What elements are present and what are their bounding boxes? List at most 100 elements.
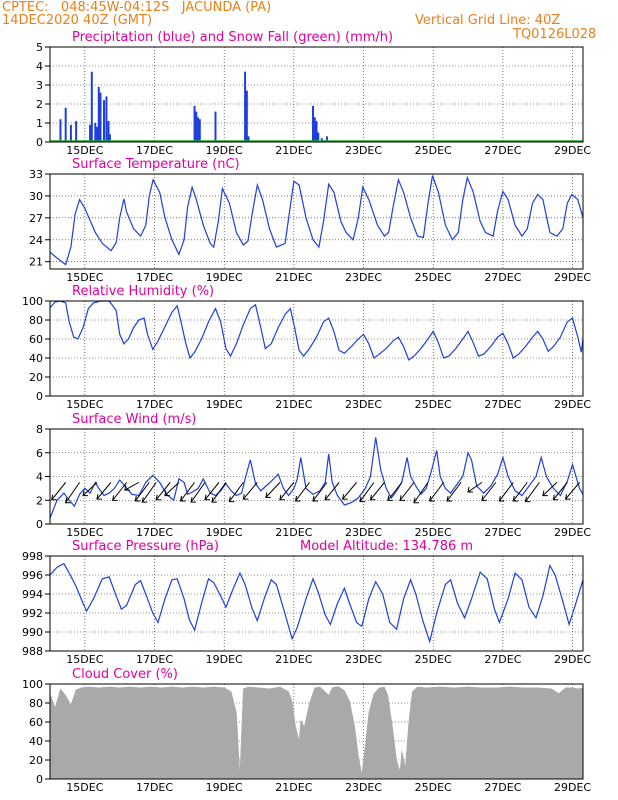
panel-frame bbox=[49, 428, 584, 525]
wind-arrow-head bbox=[341, 494, 348, 500]
x-tick-label: 17DEC bbox=[136, 271, 173, 284]
precip-bar bbox=[247, 136, 250, 142]
wind-arrow-head bbox=[542, 490, 548, 497]
precip-bar bbox=[69, 124, 72, 142]
wind-arrow bbox=[82, 482, 98, 496]
y-tick-label: 30 bbox=[29, 190, 43, 203]
x-tick-label: 25DEC bbox=[415, 398, 452, 411]
wind-arrow bbox=[51, 482, 67, 501]
wind-arrow-head bbox=[279, 494, 285, 501]
x-tick-label: 15DEC bbox=[66, 526, 103, 539]
wind-arrow-head bbox=[228, 496, 235, 503]
precip-bar bbox=[59, 119, 62, 142]
precip-bar bbox=[97, 86, 100, 142]
y-tick-label: 3 bbox=[36, 79, 43, 92]
y-tick-label: 0 bbox=[36, 518, 43, 531]
wind-arrow bbox=[370, 482, 385, 501]
wind-arrow-head bbox=[294, 495, 301, 502]
precip-bar bbox=[320, 138, 323, 142]
wind-arrow bbox=[413, 482, 429, 504]
y-tick-label: 33 bbox=[29, 168, 43, 181]
wind-arrow bbox=[429, 482, 445, 502]
x-tick-label: 25DEC bbox=[415, 144, 452, 157]
precip-bar bbox=[195, 111, 198, 142]
run-date: 14DEC2020 40Z (GMT) bbox=[2, 13, 153, 28]
precip-bar bbox=[64, 107, 67, 142]
panel-title: Surface Temperature (nC) bbox=[72, 157, 240, 172]
precip-bar bbox=[107, 121, 110, 142]
wind-arrow bbox=[96, 482, 112, 500]
chart-panel-0: 0 1 2 3 4 5 15DEC 17DEC 19DEC 21DEC 23DEC 25DEC 27DE… bbox=[36, 30, 591, 157]
wind-arrow bbox=[552, 482, 568, 501]
wind-arrow-head bbox=[481, 495, 487, 501]
x-tick-label: 19DEC bbox=[206, 653, 243, 666]
wind-arrow bbox=[279, 482, 295, 501]
wind-arrow bbox=[242, 482, 258, 500]
x-tick-label: 25DEC bbox=[415, 526, 452, 539]
x-tick-label: 29DEC bbox=[554, 398, 591, 411]
wind-arrow bbox=[525, 482, 540, 502]
precip-bar bbox=[214, 111, 217, 142]
wind-arrow-head bbox=[429, 495, 435, 502]
y-tick-label: 988 bbox=[22, 645, 43, 658]
x-tick-label: 29DEC bbox=[554, 653, 591, 666]
y-tick-label: 40 bbox=[29, 735, 43, 748]
precip-bar bbox=[312, 105, 315, 142]
wind-arrow-head bbox=[190, 497, 197, 503]
y-tick-label: 6 bbox=[36, 447, 43, 460]
x-tick-label: 17DEC bbox=[136, 526, 173, 539]
y-tick-label: 1 bbox=[36, 117, 43, 130]
x-tick-label: 15DEC bbox=[66, 144, 103, 157]
wind-arrow-head bbox=[65, 497, 71, 504]
wind-arrow-head bbox=[96, 494, 102, 500]
panel-frame bbox=[49, 555, 584, 652]
y-tick-label: 60 bbox=[29, 333, 43, 346]
panel-title: Surface Pressure (hPa) bbox=[72, 539, 219, 554]
x-tick-label: 15DEC bbox=[66, 398, 103, 411]
wind-arrow bbox=[228, 482, 244, 502]
panel-title: Relative Humidity (%) bbox=[72, 284, 214, 299]
wind-arrow bbox=[399, 482, 415, 501]
wind-arrow-head bbox=[512, 495, 519, 502]
wind-arrow-head bbox=[552, 494, 559, 501]
y-tick-label: 0 bbox=[36, 136, 43, 149]
wind-arrow bbox=[359, 482, 375, 502]
panel-frame bbox=[49, 683, 584, 780]
x-tick-label: 27DEC bbox=[484, 271, 521, 284]
precip-bar bbox=[108, 134, 111, 142]
y-tick-label: 100 bbox=[22, 295, 43, 308]
y-tick-label: 5 bbox=[36, 41, 43, 54]
y-tick-label: 80 bbox=[29, 697, 43, 710]
wind-arrow bbox=[155, 482, 171, 501]
wind-arrow bbox=[312, 482, 328, 502]
series-line bbox=[49, 437, 584, 519]
wind-arrow-head bbox=[164, 490, 170, 497]
y-tick-label: 994 bbox=[22, 588, 43, 601]
x-tick-label: 21DEC bbox=[275, 144, 312, 157]
precip-bar bbox=[99, 92, 102, 142]
precip-bar bbox=[94, 123, 97, 142]
x-tick-label: 21DEC bbox=[275, 271, 312, 284]
wind-arrow-head bbox=[82, 490, 89, 497]
wind-arrow bbox=[512, 482, 528, 502]
wind-arrow-head bbox=[359, 496, 365, 503]
wind-arrow-head bbox=[134, 495, 141, 502]
y-tick-label: 2 bbox=[36, 98, 43, 111]
wind-arrow bbox=[295, 482, 310, 502]
wind-arrow-head bbox=[242, 494, 249, 500]
x-tick-label: 23DEC bbox=[345, 781, 382, 794]
wind-arrow-head bbox=[387, 495, 393, 501]
wind-arrow-head bbox=[564, 494, 571, 500]
x-tick-label: 29DEC bbox=[554, 781, 591, 794]
wind-arrow bbox=[387, 482, 403, 501]
y-tick-label: 27 bbox=[29, 212, 43, 225]
x-tick-label: 25DEC bbox=[415, 653, 452, 666]
x-tick-label: 23DEC bbox=[345, 271, 382, 284]
x-tick-label: 17DEC bbox=[136, 398, 173, 411]
x-tick-label: 21DEC bbox=[275, 653, 312, 666]
precip-bar bbox=[197, 117, 200, 142]
wind-arrow bbox=[112, 482, 128, 501]
x-tick-label: 19DEC bbox=[206, 526, 243, 539]
